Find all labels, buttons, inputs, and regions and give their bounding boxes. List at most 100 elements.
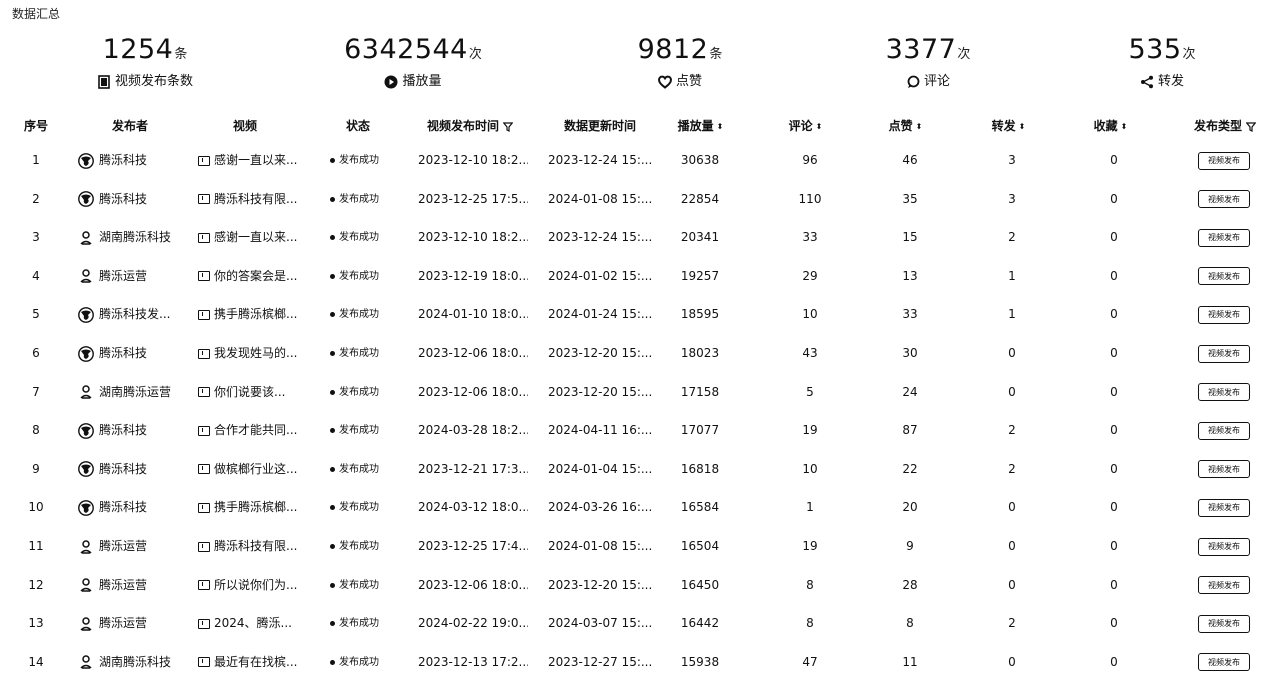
video-cell[interactable]: 携手腾泺槟榔... bbox=[198, 295, 306, 334]
status-text: 发布成功 bbox=[339, 579, 379, 591]
publisher-name: 腾泺运营 bbox=[99, 268, 148, 283]
company-logo-icon bbox=[78, 499, 94, 516]
publish-time: 2024-03-28 18:2... bbox=[418, 423, 528, 438]
video-title[interactable]: 做槟榔行业这... bbox=[214, 461, 298, 476]
video-cell[interactable]: 2024、腾泺... bbox=[198, 604, 306, 643]
sort-icon[interactable]: ⬍ bbox=[1018, 122, 1026, 131]
video-title[interactable]: 2024、腾泺... bbox=[214, 616, 292, 631]
video-title[interactable]: 感谢一直以来... bbox=[214, 153, 298, 167]
publish-time: 2023-12-06 18:0... bbox=[418, 384, 528, 399]
publish-type-button[interactable]: 视频发布 bbox=[1198, 383, 1250, 402]
shares-count: 1 bbox=[1008, 268, 1016, 283]
table-row[interactable]: 4 腾泺运营 你的答案会是... 发布成功 2023-12-19 18:0... 2024… bbox=[0, 257, 1280, 296]
video-cell[interactable]: 所以说你们为... bbox=[198, 566, 306, 605]
stat-unit: 条 bbox=[709, 47, 723, 62]
publish-type-button[interactable]: 视频发布 bbox=[1198, 537, 1250, 556]
publish-time: 2023-12-06 18:0... bbox=[418, 577, 528, 592]
video-title[interactable]: 所以说你们为... bbox=[214, 577, 298, 592]
publisher-name: 湖南腾泺科技 bbox=[99, 230, 172, 245]
sort-icon[interactable]: ⬍ bbox=[915, 122, 923, 131]
stat-video-count: 1254条 视频发布条数 bbox=[45, 30, 245, 92]
video-title[interactable]: 腾泺科技有限... bbox=[214, 191, 298, 206]
video-title[interactable]: 腾泺科技有限... bbox=[214, 539, 298, 553]
col-plays[interactable]: 播放量 ⬍ bbox=[670, 116, 730, 136]
shares-count: 2 bbox=[1008, 616, 1016, 631]
table-row[interactable]: 1 腾泺科技 感谢一直以来... 发布成功 2023-12-10 18:2... 2023… bbox=[0, 141, 1280, 180]
status-dot-icon bbox=[330, 544, 335, 549]
table-row[interactable]: 7 湖南腾泺运营 你们说要该... 发布成功 2023-12-06 18:0... 202… bbox=[0, 373, 1280, 412]
col-publish-time[interactable]: 视频发布时间 bbox=[420, 116, 520, 136]
publish-time: 2024-03-12 18:0... bbox=[418, 500, 528, 515]
publish-type-cell: 视频发布 bbox=[1190, 295, 1258, 334]
video-cell[interactable]: 感谢一直以来... bbox=[198, 141, 306, 180]
table-row[interactable]: 10 腾泺科技 携手腾泺槟榔... 发布成功 2024-03-12 18:0... 202… bbox=[0, 488, 1280, 527]
publish-time: 2024-01-10 18:0... bbox=[418, 307, 528, 322]
publish-type-button[interactable]: 视频发布 bbox=[1198, 498, 1250, 517]
video-title[interactable]: 你的答案会是... bbox=[214, 268, 298, 283]
update-time: 2023-12-20 15:... bbox=[548, 577, 653, 592]
video-title[interactable]: 携手腾泺槟榔... bbox=[214, 307, 298, 322]
video-title[interactable]: 我发现姓马的... bbox=[214, 346, 298, 360]
company-logo-icon bbox=[78, 306, 94, 323]
publish-type-button[interactable]: 视频发布 bbox=[1198, 151, 1250, 170]
video-title[interactable]: 合作才能共同... bbox=[214, 423, 298, 438]
sort-icon[interactable]: ⬍ bbox=[1120, 122, 1128, 131]
table-row[interactable]: 2 腾泺科技 腾泺科技有限... 发布成功 2023-12-25 17:5... 2024… bbox=[0, 180, 1280, 219]
video-title[interactable]: 感谢一直以来... bbox=[214, 230, 298, 245]
video-cell[interactable]: 携手腾泺槟榔... bbox=[198, 488, 306, 527]
video-cell[interactable]: 你的答案会是... bbox=[198, 257, 306, 296]
video-cell[interactable]: 做槟榔行业这... bbox=[198, 450, 306, 489]
user-avatar-icon bbox=[80, 655, 92, 670]
row-index: 4 bbox=[32, 268, 40, 283]
col-favorites[interactable]: 收藏 ⬍ bbox=[1080, 116, 1140, 136]
publish-type-button[interactable]: 视频发布 bbox=[1198, 344, 1250, 363]
video-cell[interactable]: 腾泺科技有限... bbox=[198, 527, 306, 566]
publish-type-button[interactable]: 视频发布 bbox=[1198, 576, 1250, 595]
col-shares[interactable]: 转发 ⬍ bbox=[978, 116, 1038, 136]
status-cell: 发布成功 bbox=[330, 180, 390, 219]
video-cell[interactable]: 你们说要该... bbox=[198, 373, 306, 412]
video-icon bbox=[198, 387, 210, 398]
table-row[interactable]: 5 腾泺科技发... 携手腾泺槟榔... 发布成功 2024-01-10 18:0...… bbox=[0, 295, 1280, 334]
table-row[interactable]: 9 腾泺科技 做槟榔行业这... 发布成功 2023-12-21 17:3... 2024… bbox=[0, 450, 1280, 489]
filter-icon[interactable] bbox=[503, 122, 513, 132]
publish-type-button[interactable]: 视频发布 bbox=[1198, 190, 1250, 209]
video-title[interactable]: 携手腾泺槟榔... bbox=[214, 500, 298, 515]
video-icon bbox=[198, 271, 210, 282]
publish-type-button[interactable]: 视频发布 bbox=[1198, 653, 1250, 672]
publish-type-button[interactable]: 视频发布 bbox=[1198, 228, 1250, 247]
update-time: 2024-03-07 15:... bbox=[548, 616, 653, 631]
publish-type-button[interactable]: 视频发布 bbox=[1198, 460, 1250, 479]
filter-icon[interactable] bbox=[1246, 122, 1256, 132]
video-cell[interactable]: 腾泺科技有限... bbox=[198, 180, 306, 219]
row-index: 3 bbox=[32, 230, 40, 245]
video-cell[interactable]: 最近有在找槟... bbox=[198, 643, 306, 680]
publish-type-button[interactable]: 视频发布 bbox=[1198, 421, 1250, 440]
video-icon bbox=[198, 580, 210, 591]
publish-type-button[interactable]: 视频发布 bbox=[1198, 614, 1250, 633]
table-row[interactable]: 8 腾泺科技 合作才能共同... 发布成功 2024-03-28 18:2... 2024… bbox=[0, 411, 1280, 450]
comments-count: 19 bbox=[802, 423, 818, 438]
comments-count: 29 bbox=[802, 268, 818, 283]
col-likes[interactable]: 点赞 ⬍ bbox=[875, 116, 935, 136]
publish-type-button[interactable]: 视频发布 bbox=[1198, 305, 1250, 324]
sort-icon[interactable]: ⬍ bbox=[815, 122, 823, 131]
table-row[interactable]: 14 湖南腾泺科技 最近有在找槟... 发布成功 2023-12-13 17:2... 2… bbox=[0, 643, 1280, 680]
col-comments[interactable]: 评论 ⬍ bbox=[775, 116, 835, 136]
video-title[interactable]: 最近有在找槟... bbox=[214, 654, 298, 669]
publisher-cell: 腾泺运营 bbox=[78, 566, 198, 605]
video-cell[interactable]: 我发现姓马的... bbox=[198, 334, 306, 373]
video-cell[interactable]: 合作才能共同... bbox=[198, 411, 306, 450]
table-row[interactable]: 12 腾泺运营 所以说你们为... 发布成功 2023-12-06 18:0... 202… bbox=[0, 566, 1280, 605]
table-row[interactable]: 3 湖南腾泺科技 感谢一直以来... 发布成功 2023-12-10 18:2... 20… bbox=[0, 218, 1280, 257]
video-cell[interactable]: 感谢一直以来... bbox=[198, 218, 306, 257]
publish-type-button[interactable]: 视频发布 bbox=[1198, 267, 1250, 286]
table-row[interactable]: 13 腾泺运营 2024、腾泺... 发布成功 2024-02-22 19:0... 20… bbox=[0, 604, 1280, 643]
status-cell: 发布成功 bbox=[330, 411, 390, 450]
table-row[interactable]: 11 腾泺运营 腾泺科技有限... 发布成功 2023-12-25 17:4... 202… bbox=[0, 527, 1280, 566]
col-publish-type[interactable]: 发布类型 bbox=[1180, 116, 1270, 136]
sort-icon[interactable]: ⬍ bbox=[716, 122, 724, 131]
user-avatar-icon bbox=[80, 616, 92, 631]
video-title[interactable]: 你们说要该... bbox=[214, 384, 286, 399]
table-row[interactable]: 6 腾泺科技 我发现姓马的... 发布成功 2023-12-06 18:0... 2023… bbox=[0, 334, 1280, 373]
